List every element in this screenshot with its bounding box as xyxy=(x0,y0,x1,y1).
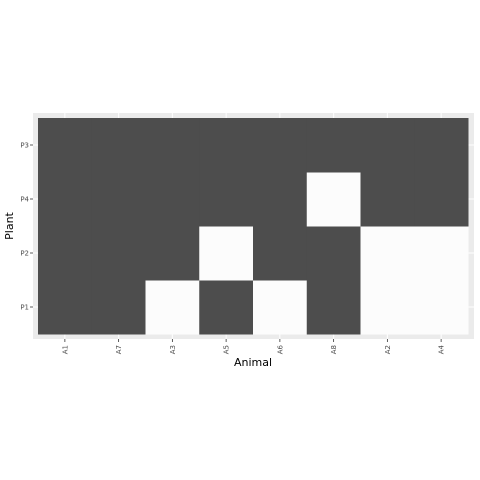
heatmap-cell-P4-A6 xyxy=(253,172,308,227)
heatmap-cell-P4-A8 xyxy=(306,172,361,227)
y-tick-label: P3 xyxy=(20,142,29,150)
y-tick-label: P1 xyxy=(20,304,29,312)
heatmap-cell-P4-A3 xyxy=(145,172,200,227)
heatmap-cell-P2-A3 xyxy=(145,226,200,281)
heatmap-cell-P4-A7 xyxy=(91,172,146,227)
heatmap-cell-P2-A6 xyxy=(253,226,308,281)
x-tick-label: A2 xyxy=(384,345,392,354)
heatmap-cell-P1-A8 xyxy=(306,280,361,335)
x-tick-label: A8 xyxy=(330,345,338,354)
heatmap-cell-P1-A6 xyxy=(253,280,308,335)
heatmap-cell-P1-A3 xyxy=(145,280,200,335)
heatmap-cell-P4-A1 xyxy=(38,172,93,227)
heatmap-cell-P3-A7 xyxy=(91,118,146,173)
heatmap-cell-P3-A5 xyxy=(199,118,254,173)
x-tick-label: A6 xyxy=(276,344,284,354)
heatmap-cell-P3-A2 xyxy=(360,118,415,173)
x-tick-label: A4 xyxy=(438,344,446,354)
heatmap-cell-P3-A1 xyxy=(38,118,93,173)
x-tick-label: A3 xyxy=(169,345,177,354)
heatmap-cell-P1-A4 xyxy=(414,280,469,335)
heatmap-cell-P1-A1 xyxy=(38,280,93,335)
heatmap-cell-P2-A8 xyxy=(306,226,361,281)
heatmap-cell-P4-A5 xyxy=(199,172,254,227)
y-tick-label: P4 xyxy=(20,196,29,204)
heatmap-cell-P3-A4 xyxy=(414,118,469,173)
y-axis-title: Plant xyxy=(3,211,16,239)
heatmap-cell-P2-A5 xyxy=(199,226,254,281)
x-tick-label: A7 xyxy=(115,345,123,354)
x-axis-title: Animal xyxy=(234,356,272,369)
heatmap-cells xyxy=(38,118,469,335)
x-tick-label: A5 xyxy=(223,345,231,354)
y-tick-label: P2 xyxy=(20,250,29,258)
heatmap-cell-P4-A2 xyxy=(360,172,415,227)
x-tick-label: A1 xyxy=(61,345,69,354)
heatmap-cell-P2-A7 xyxy=(91,226,146,281)
heatmap-cell-P4-A4 xyxy=(414,172,469,227)
heatmap-cell-P2-A4 xyxy=(414,226,469,281)
heatmap-cell-P3-A3 xyxy=(145,118,200,173)
heatmap-cell-P3-A8 xyxy=(306,118,361,173)
heatmap-cell-P2-A2 xyxy=(360,226,415,281)
heatmap-cell-P1-A7 xyxy=(91,280,146,335)
heatmap-cell-P1-A2 xyxy=(360,280,415,335)
heatmap-cell-P1-A5 xyxy=(199,280,254,335)
heatmap-cell-P3-A6 xyxy=(253,118,308,173)
heatmap-cell-P2-A1 xyxy=(38,226,93,281)
x-axis-ticks: A1 A7 A3 A5 A6 A8 A2 A4 xyxy=(61,339,446,354)
y-axis-ticks: P1 P2 P4 P3 xyxy=(20,142,33,312)
